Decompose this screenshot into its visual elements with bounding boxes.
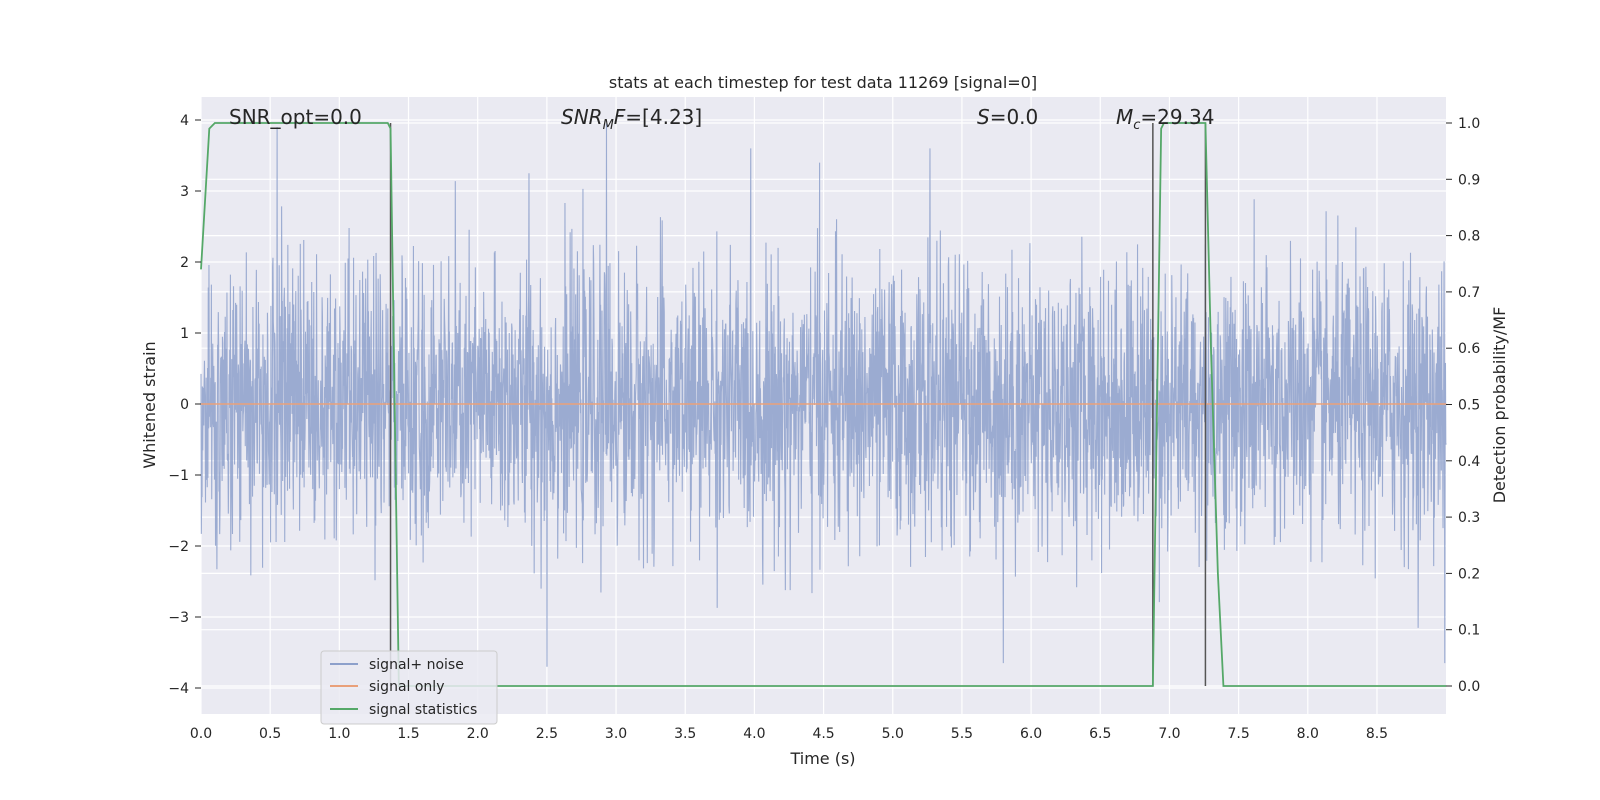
- y2-tick-label: 0.7: [1458, 285, 1480, 301]
- x-tick-label: 4.5: [812, 726, 834, 742]
- x-tick-label: 1.0: [328, 726, 350, 742]
- annotation-snr-mf: SNRMF=[4.23]: [561, 105, 702, 133]
- signal-statistics-series: [200, 122, 1447, 687]
- grid-layer: [200, 97, 1446, 714]
- x-tick-label: 8.5: [1366, 726, 1388, 742]
- x-tick-label: 5.5: [951, 726, 973, 742]
- tick-layer: 0.0 0.5 1.0 1.5 2.0 2.5 3.0 3.5 4.0 4.5 5.0 5.5 6.0 6…: [168, 113, 1480, 742]
- y2-tick-label: 0.3: [1458, 510, 1480, 526]
- annotation-s-value: =0.0: [990, 105, 1039, 129]
- legend-label-signal-only: signal only: [369, 679, 444, 695]
- y-tick-label: 1: [180, 326, 189, 342]
- x-tick-label: 8.0: [1297, 726, 1319, 742]
- y-tick-label: −4: [168, 681, 189, 697]
- signal-statistics-line: [200, 122, 1447, 687]
- x-tick-label: 7.5: [1227, 726, 1249, 742]
- annotation-snr-opt: SNR_opt=0.0: [229, 105, 362, 129]
- annotation-snr-mf-value: =[4.23]: [625, 105, 702, 129]
- x-tick-label: 4.0: [743, 726, 765, 742]
- y-tick-label: −2: [168, 539, 189, 555]
- y2-axis-label: Detection probability/MF: [1490, 307, 1509, 504]
- y2-tick-label: 0.9: [1458, 172, 1480, 188]
- y2-tick-label: 0.5: [1458, 398, 1480, 414]
- x-tick-label: 1.5: [397, 726, 419, 742]
- legend-label-signal-statistics: signal statistics: [369, 702, 477, 718]
- x-axis-label: Time (s): [789, 749, 855, 768]
- x-tick-label: 3.0: [605, 726, 627, 742]
- x-tick-label: 6.0: [1020, 726, 1042, 742]
- y2-tick-label: 0.0: [1458, 679, 1480, 695]
- y-tick-label: 4: [180, 113, 189, 129]
- annotation-mc-value: =29.34: [1140, 105, 1214, 129]
- y-axis-label: Whitened strain: [140, 341, 159, 468]
- x-tick-label: 5.0: [882, 726, 904, 742]
- x-tick-label: 0.5: [259, 726, 281, 742]
- y2-tick-label: 0.2: [1458, 566, 1480, 582]
- signal-noise-series: [200, 123, 1447, 667]
- signal-noise-line: [200, 123, 1447, 667]
- x-tick-label: 7.0: [1158, 726, 1180, 742]
- annotation-mc: Mc=29.34: [1116, 105, 1214, 133]
- vertical-marker-lines: [389, 123, 1207, 686]
- x-tick-label: 3.5: [674, 726, 696, 742]
- y2-tick-label: 0.4: [1458, 454, 1480, 470]
- y2-tick-label: 0.8: [1458, 229, 1480, 245]
- x-tick-label: 2.5: [536, 726, 558, 742]
- legend: signal+ noise signal only signal statist…: [320, 650, 498, 725]
- y-tick-label: 3: [180, 184, 189, 200]
- legend-box: [320, 650, 498, 725]
- y-tick-label: 2: [180, 255, 189, 271]
- legend-label-signal-noise: signal+ noise: [369, 657, 464, 673]
- y2-tick-label: 1.0: [1458, 116, 1480, 132]
- x-tick-label: 0.0: [190, 726, 212, 742]
- y-tick-label: 0: [180, 397, 189, 413]
- x-tick-label: 6.5: [1089, 726, 1111, 742]
- y2-tick-label: 0.1: [1458, 623, 1480, 639]
- x-tick-label: 2.0: [467, 726, 489, 742]
- annotation-s: S=0.0: [977, 105, 1038, 129]
- y2-tick-label: 0.6: [1458, 341, 1480, 357]
- y-tick-label: −1: [168, 468, 189, 484]
- y-tick-label: −3: [168, 610, 189, 626]
- chart-title: stats at each timestep for test data 112…: [609, 73, 1037, 92]
